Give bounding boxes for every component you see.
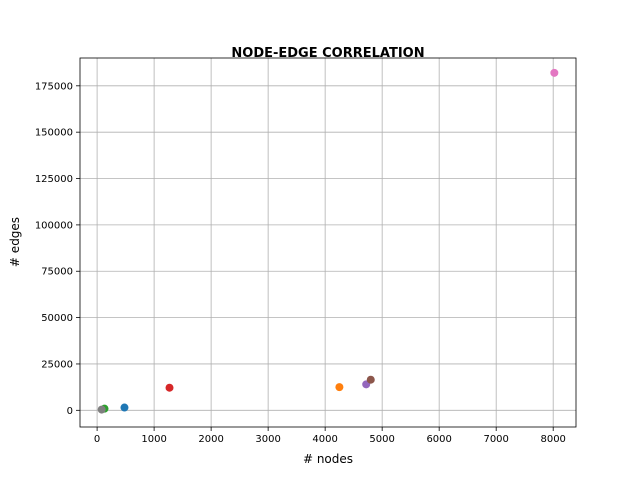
axis-ticks: 0 1000 2000 3000 4000 5000 6000 7000 8000 0 25000 5… [35,81,566,445]
x-axis-label: # nodes [303,452,353,466]
x-tick-label: 0 [94,434,100,445]
y-tick-label: 100000 [35,220,73,231]
data-point-graph-6 [366,375,375,384]
data-point-graph-7 [550,68,559,77]
data-points [97,68,559,414]
x-tick-label: 8000 [540,434,565,445]
x-tick-label: 7000 [483,434,508,445]
y-tick-label: 175000 [35,81,73,92]
x-tick-label: 4000 [312,434,337,445]
y-tick-label: 75000 [41,267,73,278]
data-point-graph-8 [97,405,106,414]
x-tick-label: 5000 [369,434,394,445]
y-tick-label: 0 [67,406,73,417]
x-tick-label: 1000 [141,434,166,445]
y-tick-label: 150000 [35,128,73,139]
x-tick-label: 6000 [426,434,451,445]
plot-frame [79,57,577,428]
data-point-graph-1 [120,403,129,412]
data-point-graph-2 [335,383,344,392]
chart-title: NODE-EDGE CORRELATION [231,46,424,61]
y-tick-label: 50000 [41,313,73,324]
y-axis-label: # edges [8,217,22,267]
data-point-graph-4 [165,383,174,392]
x-tick-label: 2000 [198,434,223,445]
y-tick-label: 125000 [35,174,73,185]
y-tick-label: 25000 [41,359,73,370]
grid-lines [80,58,576,427]
x-tick-label: 3000 [255,434,280,445]
